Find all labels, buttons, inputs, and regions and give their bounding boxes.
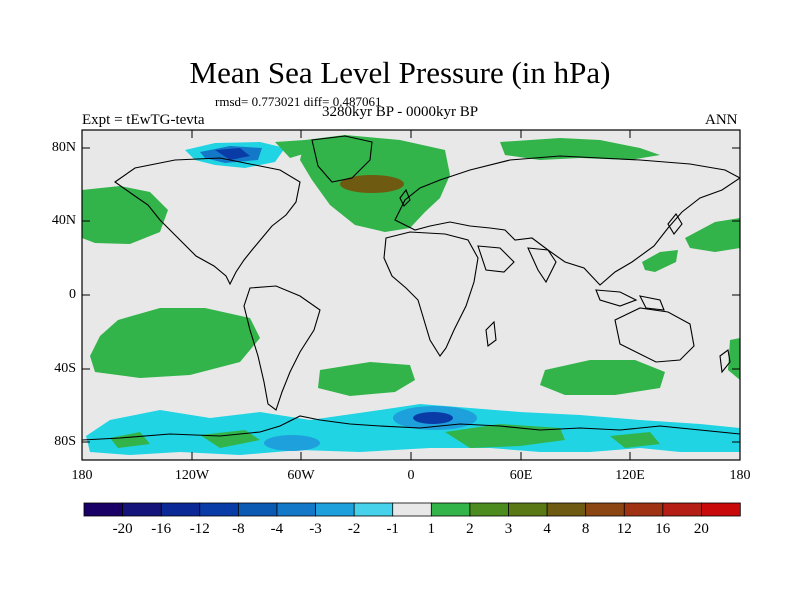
arctic-canada-negative-peak (215, 148, 250, 160)
north-pacific-east-positive (82, 186, 168, 244)
colorbar-swatch (83, 502, 124, 517)
north-atlantic-positive-core (340, 175, 404, 193)
colorbar-label: 12 (616, 521, 632, 537)
colorbar-swatch (430, 502, 471, 517)
colorbar-label: -4 (270, 521, 284, 537)
colorbar-swatch (623, 502, 664, 517)
y-tick-label: 40S (54, 361, 76, 376)
y-tick-label: 40N (51, 213, 76, 228)
colorbar-swatch (546, 502, 587, 517)
colorbar-swatch (276, 502, 317, 517)
colorbar-label: -1 (386, 521, 399, 537)
colorbar-swatch (199, 502, 240, 517)
anomaly-contours (82, 135, 740, 455)
arctic-positive-patch (275, 140, 310, 158)
x-tick-label: 0 (407, 468, 415, 483)
siberia-positive (500, 138, 660, 160)
season-label: ANN (705, 112, 738, 128)
southern-ocean-negative-peak (413, 412, 453, 424)
north-pacific-west-positive (685, 218, 740, 252)
southern-positive-2 (200, 430, 260, 448)
colorbar-label: 3 (504, 521, 513, 537)
x-tick-label: 120E (615, 468, 645, 483)
colorbar-label: 16 (655, 521, 671, 537)
colorbar-swatch (353, 502, 394, 517)
colorbar-swatch (469, 502, 510, 517)
colorbar-swatch (585, 502, 625, 517)
x-tick-label: 120W (174, 468, 210, 483)
south-indian-positive (540, 360, 665, 395)
colorbar-label: -20 (112, 521, 133, 537)
colorbar-label: -8 (232, 521, 245, 537)
south-pacific-positive (90, 308, 260, 378)
colorbar-swatch (237, 502, 278, 517)
stats-line: rmsd= 0.773021 diff= 0.487061 (215, 94, 382, 109)
colorbar-label: 4 (543, 521, 551, 537)
colorbar-swatch (701, 502, 741, 517)
colorbar-label: -3 (309, 521, 322, 537)
x-tick-label: 60E (509, 468, 533, 483)
colorbar-swatch (662, 502, 703, 517)
y-tick-marks (82, 147, 740, 443)
y-tick-label: 80S (54, 434, 76, 449)
colorbar-label: 1 (427, 521, 436, 537)
colorbar-label: -2 (347, 521, 361, 537)
period-label: 3280kyr BP - 0000kyr BP (322, 104, 479, 120)
x-tick-label: 60W (287, 468, 315, 483)
colorbar-swatch (160, 502, 201, 517)
colorbar-label: 8 (581, 521, 590, 537)
north-pacific-small-positive (642, 250, 678, 272)
colorbar-label: -16 (151, 521, 172, 537)
colorbar-swatch (315, 502, 355, 517)
colorbar-label: 2 (466, 521, 474, 537)
map-title: Mean Sea Level Pressure (in hPa) (189, 55, 611, 90)
colorbar-swatch (508, 502, 548, 517)
southern-ocean-negative (86, 404, 740, 455)
colorbar-label: 20 (693, 521, 709, 537)
x-tick-label: 180 (729, 468, 751, 483)
y-tick-label: 80N (51, 140, 76, 155)
y-tick-label: 0 (69, 287, 76, 302)
colorbar (83, 502, 741, 517)
x-tick-marks (81, 130, 741, 460)
coastlines (82, 135, 740, 441)
south-atlantic-positive (318, 362, 415, 396)
southern-positive-4 (610, 432, 660, 448)
amundsen-negative-core (264, 435, 320, 451)
colorbar-swatch (392, 502, 432, 517)
colorbar-swatch (122, 502, 162, 517)
experiment-label: Expt = tEwTG-tevta (82, 112, 205, 128)
x-tick-label: 180 (71, 468, 93, 483)
colorbar-label: -12 (189, 521, 210, 537)
